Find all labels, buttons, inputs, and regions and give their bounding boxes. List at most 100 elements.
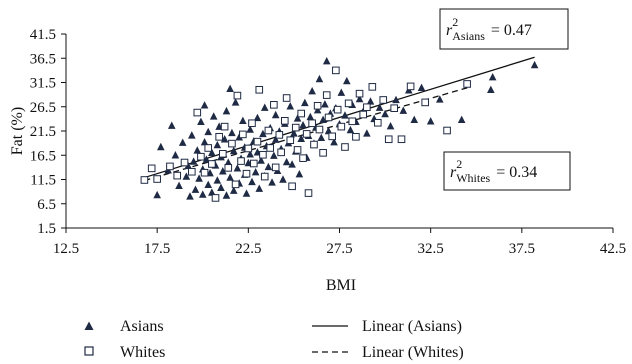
asian-point <box>286 102 295 110</box>
y-tick-label: 11.5 <box>30 173 56 189</box>
white-point <box>248 119 256 128</box>
asian-point <box>392 95 400 104</box>
legend-square-icon <box>84 346 94 356</box>
white-point <box>253 137 262 146</box>
white-point <box>193 108 202 117</box>
white-point <box>341 143 349 151</box>
white-point <box>308 119 316 128</box>
white-point <box>363 103 371 112</box>
x-tick-labels: 12.5 17.5 22.5 27.5 32.5 37.5 42.5 <box>53 228 626 257</box>
asian-point <box>248 177 256 186</box>
y-tick-label: 26.5 <box>30 100 56 116</box>
asian-point <box>297 134 306 142</box>
asian-point <box>157 142 165 151</box>
trendline-asians <box>144 56 535 179</box>
white-point <box>219 149 227 158</box>
asian-point <box>271 110 280 119</box>
r2-whites-symbol: r <box>450 164 457 181</box>
asian-point <box>222 191 231 199</box>
asian-point <box>204 127 213 136</box>
legend-label-whites: Whites <box>120 344 165 361</box>
asian-point <box>167 121 176 129</box>
asian-point <box>242 189 251 197</box>
white-point <box>188 167 196 176</box>
asian-point <box>488 72 497 81</box>
asian-point <box>293 114 302 122</box>
white-point <box>286 136 295 145</box>
white-point <box>173 171 182 180</box>
asian-point <box>188 131 196 139</box>
asian-point <box>346 125 355 134</box>
asian-point <box>239 116 247 125</box>
asian-point <box>282 157 291 166</box>
r2-whites-label: r2 Whites = 0.34 <box>450 157 537 185</box>
white-point <box>302 130 311 138</box>
white-point <box>204 144 213 152</box>
r2-asians-value: = 0.47 <box>491 22 532 39</box>
asian-point <box>313 105 322 114</box>
asian-point <box>195 174 203 182</box>
white-point <box>406 82 415 91</box>
legend-triangle-icon <box>84 321 94 330</box>
white-point <box>270 101 278 109</box>
asian-point <box>417 83 426 92</box>
asian-point <box>178 138 187 146</box>
asian-point <box>268 178 276 186</box>
white-point <box>228 139 236 148</box>
legend-label-linear-asians: Linear (Asians) <box>362 318 462 335</box>
white-point <box>348 117 357 126</box>
white-point <box>281 117 289 125</box>
asian-point <box>306 112 315 121</box>
white-point <box>275 131 284 139</box>
white-point <box>293 146 302 154</box>
white-point <box>264 126 273 135</box>
x-tick-label: 37.5 <box>509 241 535 257</box>
white-point <box>421 98 429 107</box>
white-point <box>140 176 149 184</box>
asian-point <box>341 111 349 119</box>
asian-point <box>330 137 338 146</box>
white-point <box>328 132 337 141</box>
r2-asians-sub: Asians <box>452 29 485 43</box>
white-point <box>291 123 300 132</box>
x-tick-label: 22.5 <box>235 241 261 257</box>
asian-point <box>355 94 364 103</box>
white-point <box>288 182 296 191</box>
white-point <box>260 172 269 181</box>
y-tick-label: 6.5 <box>37 197 56 213</box>
asian-point <box>246 150 254 158</box>
white-point <box>233 91 242 100</box>
white-point <box>352 133 360 141</box>
y-tick-label: 1.5 <box>37 221 56 237</box>
asian-point <box>208 148 216 157</box>
white-point <box>355 89 364 98</box>
white-point <box>359 110 368 119</box>
asian-point <box>279 175 287 183</box>
data-points <box>140 56 539 202</box>
r2-asians-symbol: r <box>446 22 453 39</box>
white-point <box>322 91 331 99</box>
x-axis-title: BMI <box>326 277 356 294</box>
asian-point <box>271 135 280 143</box>
white-point <box>397 135 406 144</box>
asian-point <box>182 172 191 180</box>
y-tick-label: 36.5 <box>30 51 56 67</box>
asian-point <box>321 100 329 108</box>
asian-point <box>229 146 238 155</box>
asian-point <box>317 133 326 141</box>
asian-point <box>228 128 236 137</box>
asian-point <box>299 120 307 129</box>
asian-point <box>342 76 351 85</box>
white-point <box>242 169 251 178</box>
asian-point <box>386 121 395 130</box>
asian-point <box>257 156 265 164</box>
asian-point <box>213 140 222 149</box>
y-tick-label: 41.5 <box>30 27 56 43</box>
asian-point <box>198 190 207 198</box>
white-point <box>271 163 280 172</box>
white-point <box>463 80 471 88</box>
asian-point <box>315 74 324 83</box>
white-point <box>208 160 216 168</box>
asian-point <box>363 129 371 137</box>
